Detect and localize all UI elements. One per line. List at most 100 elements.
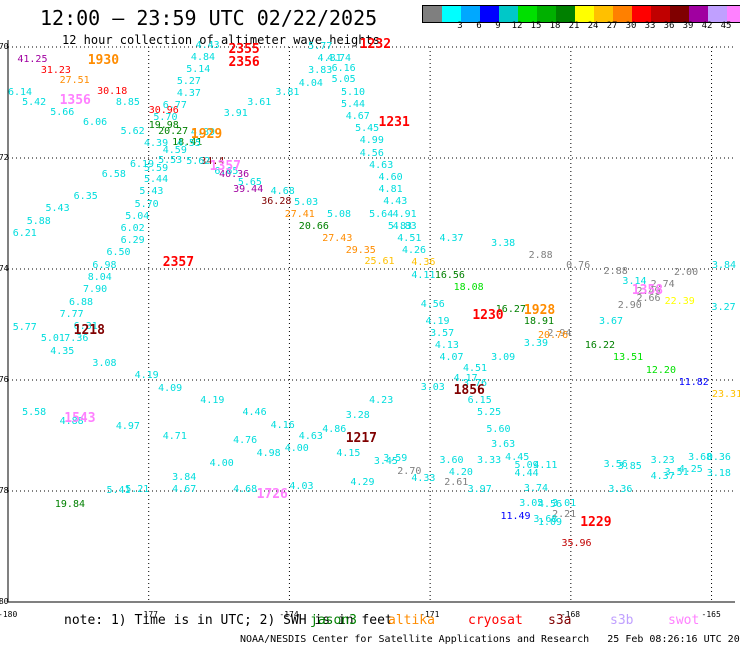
wave-height-value: 3.39	[523, 338, 549, 350]
wave-height-value: 4.45	[505, 451, 530, 463]
wave-height-value: 8.85	[115, 96, 140, 108]
wave-height-value: 3.05	[519, 498, 544, 510]
wave-height-value: 5.04	[125, 210, 150, 222]
wave-height-value: 5.83	[387, 220, 412, 232]
wave-height-value: 27.41	[284, 208, 315, 220]
wave-height-value: 4.00	[209, 458, 234, 470]
pass-time-label: 1230	[472, 307, 504, 323]
wave-height-colorbar	[422, 5, 740, 23]
wave-height-value: 5.42	[22, 96, 47, 108]
wave-height-value: 3.56	[603, 458, 628, 470]
wave-height-value: 5.01	[40, 333, 65, 345]
wave-height-value: 3.27	[711, 302, 736, 314]
wave-height-value: 19.98	[148, 120, 179, 132]
wave-height-value: 5.65	[237, 176, 262, 188]
wave-height-value: 19.84	[54, 499, 85, 511]
latitude-tick-label: -72	[0, 153, 9, 162]
colorbar-labels: 36912151821242730333639424570(ft)	[422, 21, 740, 33]
wave-height-value: 5.62	[120, 126, 145, 138]
wave-height-value: 35.96	[561, 538, 592, 550]
pass-time-label: 1218	[73, 323, 105, 339]
legend-s3a: s3a	[548, 613, 572, 628]
colorbar-swatch	[480, 6, 499, 22]
wave-height-value: 5.44	[341, 98, 366, 110]
colorbar-swatch	[689, 6, 708, 22]
wave-height-value: 3.76	[462, 378, 488, 390]
wave-height-value: 5.60	[486, 423, 511, 435]
wave-height-value: 4.51	[397, 233, 422, 245]
wave-height-value: 4.83	[392, 220, 417, 232]
pass-time-label: 1232	[359, 37, 392, 53]
wave-height-value: 2.88	[603, 266, 628, 278]
longitude-tick-label: -171	[420, 610, 440, 619]
colorbar-swatch	[594, 6, 613, 22]
colorbar-label: 27	[606, 21, 618, 31]
wave-height-value: 4.63	[369, 159, 394, 171]
longitude-tick-label: -177	[138, 610, 158, 619]
wave-height-value: 6.14	[8, 87, 33, 99]
wave-height-value: 4.56	[359, 147, 384, 159]
pass-time-label: 1856	[453, 382, 485, 398]
wave-height-value: 6.06	[83, 117, 108, 129]
wave-height-value: 40.36	[219, 168, 250, 180]
wave-height-value: 29.35	[345, 245, 376, 257]
wave-height-value: 16.56	[434, 269, 465, 281]
wave-height-value: 6.88	[68, 296, 94, 308]
pass-time-label: 1930	[87, 53, 120, 69]
wave-height-value: 5.59	[144, 163, 169, 175]
wave-height-value: 2.66	[636, 292, 661, 304]
footer-credit: NOAA/NESDIS Center for Satellite Applica…	[240, 634, 740, 645]
wave-height-value: 4.56	[420, 298, 445, 310]
wave-height-value: 4.17	[453, 373, 478, 385]
longitude-tick-label: -180	[0, 610, 18, 619]
wave-height-value: 0.36	[706, 451, 731, 463]
wave-height-value: 4.35	[50, 345, 75, 357]
wave-height-value: 11.82	[678, 376, 709, 388]
wave-height-value: 5.77	[308, 41, 333, 52]
colorbar-swatch	[556, 6, 575, 22]
latitude-tick-label: -78	[0, 486, 9, 495]
wave-height-value: 4.23	[369, 395, 394, 407]
wave-height-value: 3.18	[706, 468, 731, 480]
wave-height-value: 4.20	[448, 467, 473, 479]
wave-height-value: 4.36	[411, 257, 436, 269]
map-title: 12:00 – 23:59 UTC 02/22/2025	[40, 6, 378, 30]
wave-height-value: 4.26	[401, 245, 427, 257]
wave-height-value: 3.03	[420, 381, 445, 393]
wave-height-value: 4.07	[439, 352, 464, 364]
wave-height-value: 30.18	[97, 85, 128, 97]
wave-height-value: 4.44	[514, 468, 539, 480]
wave-height-value: 6.77	[162, 100, 187, 112]
wave-height-value: 13.51	[613, 352, 644, 364]
colorbar-swatch	[708, 6, 727, 22]
wave-height-value: 4.19	[200, 395, 225, 407]
pass-time-label: 1229	[580, 515, 612, 531]
legend-jason3: jason3	[310, 613, 357, 628]
wave-height-value: 6.65	[214, 166, 239, 178]
wave-height-value: 6.29	[120, 235, 145, 247]
pass-time-label: 1231	[378, 115, 410, 131]
wave-height-value: 5.21	[125, 483, 150, 495]
wave-height-value: 4.46	[242, 407, 267, 419]
wave-height-value: 4.59	[162, 144, 187, 156]
wave-height-value: 2.00	[674, 267, 699, 279]
pass-time-label: 1929	[190, 127, 223, 143]
wave-height-value: 4.33	[411, 473, 436, 485]
colorbar-label: 9	[495, 21, 501, 31]
wave-height-value: 2.70	[397, 466, 422, 478]
wave-height-value: 6.50	[106, 247, 131, 259]
colorbar-label: 36	[663, 21, 675, 31]
wave-height-value: 4.67	[345, 110, 370, 122]
wave-height-value: 4.19	[425, 315, 450, 327]
wave-height-value: 5.10	[341, 86, 366, 98]
wave-height-value: 5.41	[106, 485, 131, 496]
wave-height-value: 34.4	[200, 156, 225, 168]
wave-height-value: 11.49	[500, 510, 531, 522]
wave-height-value: 4.03	[289, 481, 314, 493]
pass-time-label: 1356	[59, 92, 91, 108]
colorbar-label: 24	[587, 21, 599, 31]
wave-height-value: 6.21	[12, 228, 37, 240]
footer-organization: NOAA/NESDIS Center for Satellite Applica…	[240, 634, 590, 645]
wave-height-value: 4.81	[378, 184, 403, 196]
